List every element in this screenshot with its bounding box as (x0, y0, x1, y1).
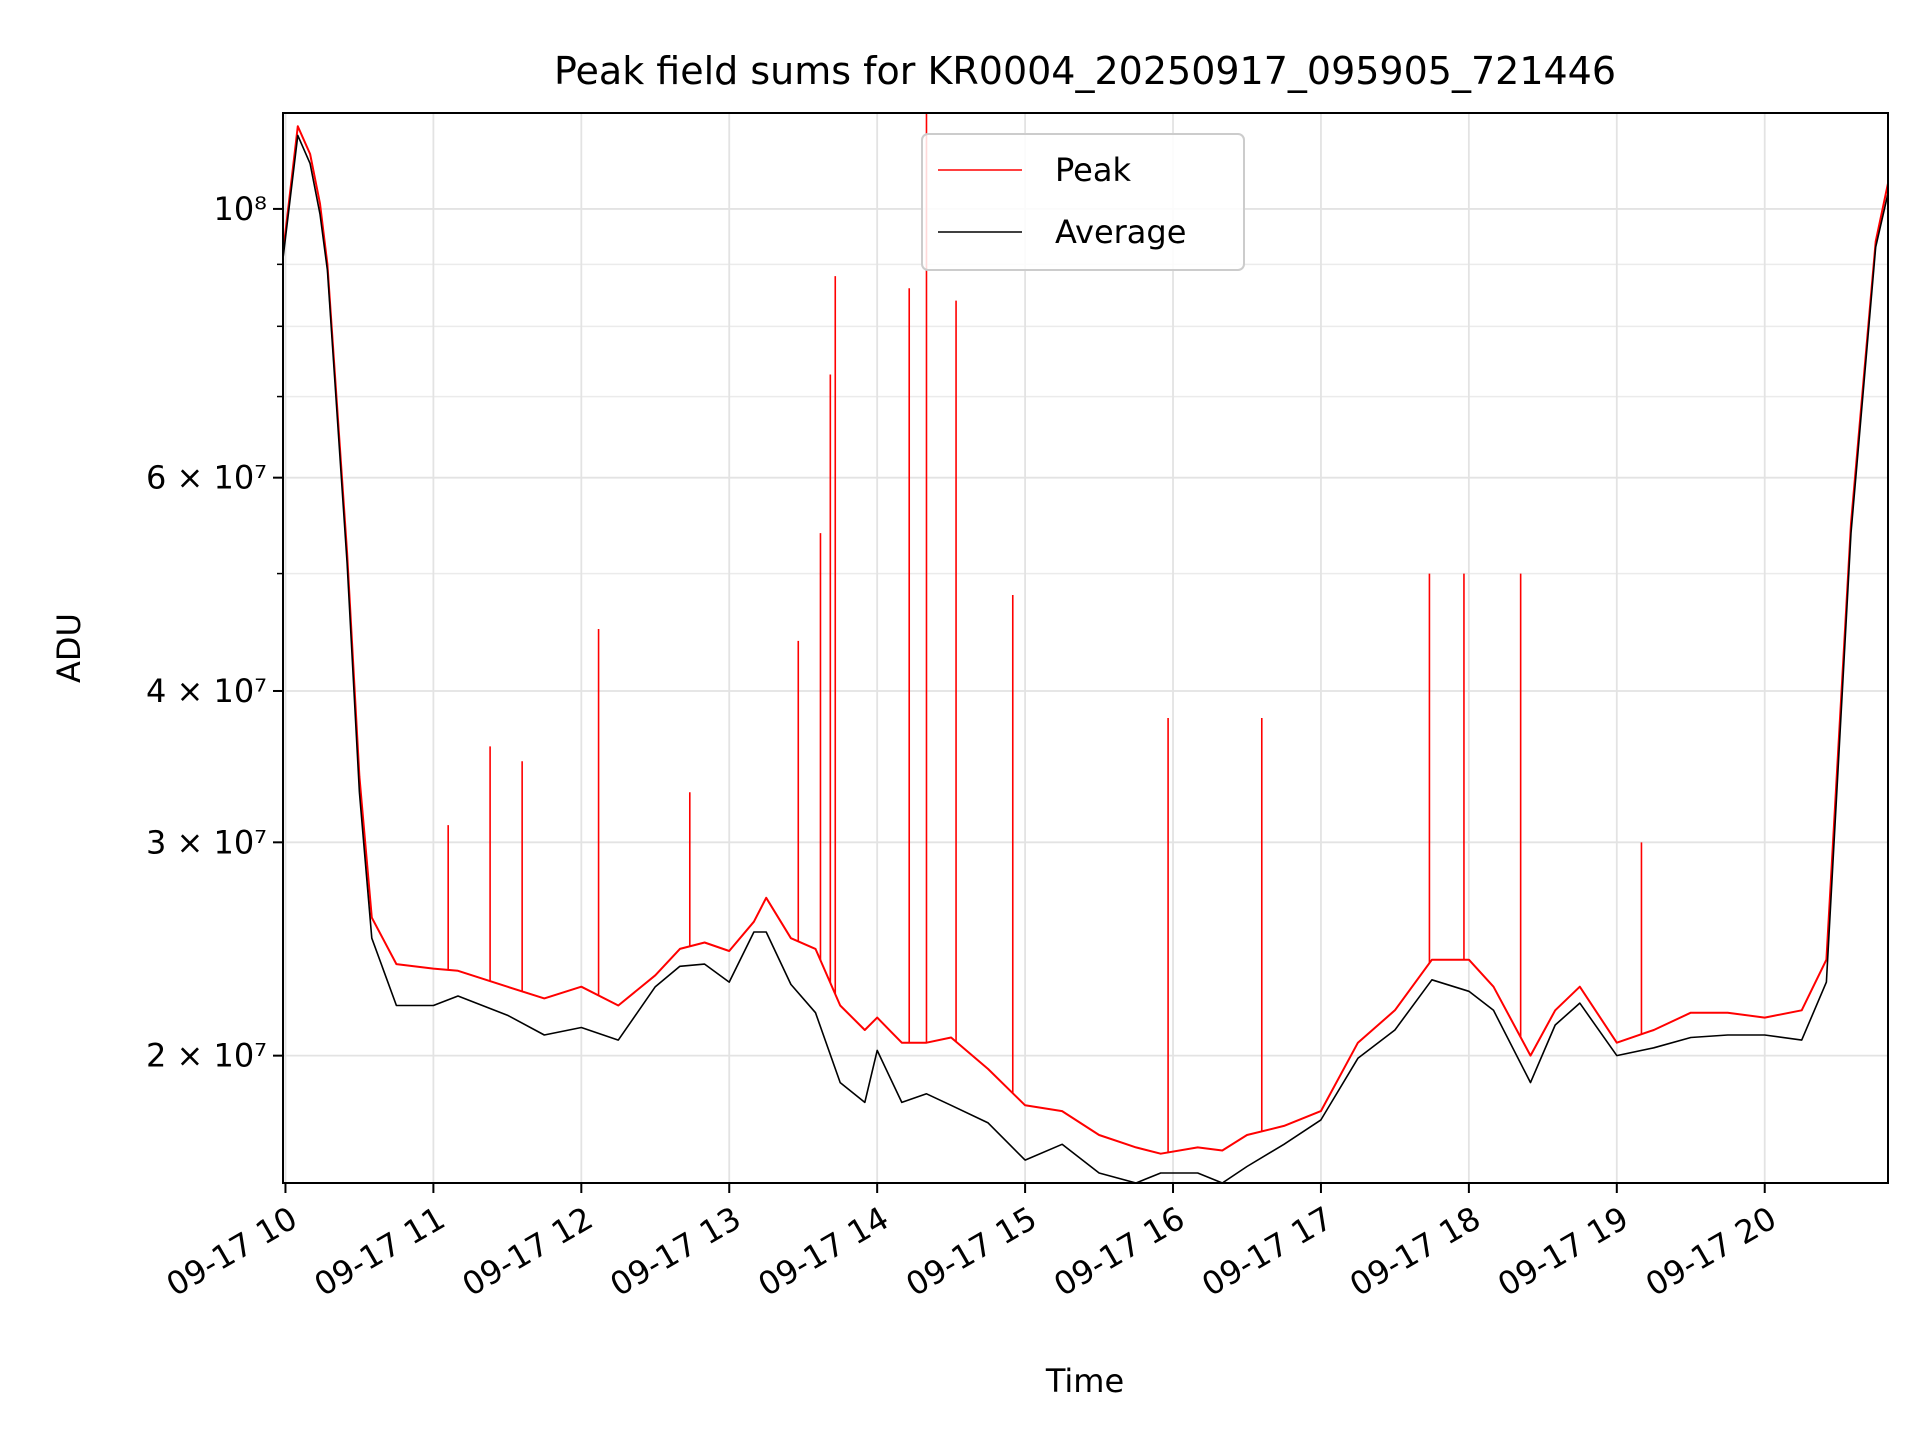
x-axis-label: Time (1045, 1362, 1124, 1400)
series-line-peak (283, 125, 1888, 1155)
y-axis-label: ADU (50, 613, 88, 683)
legend: Peak Average (921, 133, 1245, 271)
y-tick-label: 3 × 10⁷ (146, 823, 267, 861)
y-tick-label: 10⁸ (213, 190, 267, 228)
legend-box (921, 133, 1245, 271)
chart-title: Peak field sums for KR0004_20250917_0959… (554, 49, 1616, 93)
y-tick-label: 2 × 10⁷ (146, 1037, 267, 1075)
legend-label-average: Average (1055, 213, 1186, 251)
series-line-average (283, 134, 1888, 1183)
plot-frame (282, 112, 1889, 1184)
y-tick-label: 6 × 10⁷ (146, 459, 267, 497)
series-layer (283, 113, 1888, 1183)
y-tick-label: 4 × 10⁷ (146, 672, 267, 710)
legend-label-peak: Peak (1055, 151, 1131, 189)
